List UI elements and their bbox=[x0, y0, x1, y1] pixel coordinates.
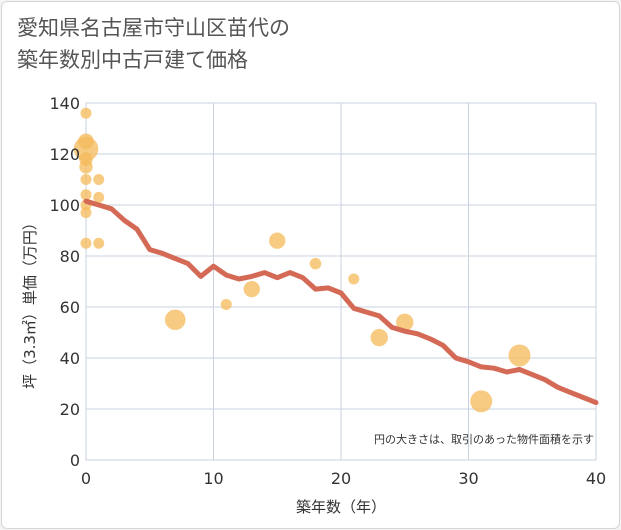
bubble-point bbox=[80, 189, 92, 201]
chart-title-line-1: 愛知県名古屋市守山区苗代の bbox=[17, 16, 290, 40]
bubble-series bbox=[73, 107, 531, 413]
x-tick-label: 10 bbox=[203, 469, 223, 488]
chart-title-line-2: 築年数別中古戸建て価格 bbox=[17, 48, 248, 72]
y-tick-label: 20 bbox=[60, 400, 80, 419]
y-tick-label: 100 bbox=[49, 196, 80, 215]
x-tick-label: 40 bbox=[586, 469, 606, 488]
y-tick-label: 40 bbox=[60, 349, 80, 368]
y-tick-label: 60 bbox=[60, 298, 80, 317]
chart-title: 愛知県名古屋市守山区苗代の 築年数別中古戸建て価格 bbox=[17, 12, 290, 76]
plot-area-border bbox=[85, 102, 597, 461]
trend-line bbox=[83, 198, 599, 406]
bubble-point bbox=[243, 280, 260, 298]
bubble-point bbox=[164, 309, 186, 331]
bubble-point bbox=[370, 328, 388, 347]
y-tick-label: 80 bbox=[60, 247, 80, 266]
grid-lines bbox=[85, 102, 597, 461]
bubble-point bbox=[220, 298, 232, 310]
bubble-point bbox=[78, 133, 94, 150]
bubble-point bbox=[80, 174, 92, 185]
bubble-point bbox=[508, 344, 531, 367]
x-tick-label: 20 bbox=[331, 469, 351, 488]
y-tick-label: 140 bbox=[49, 94, 80, 113]
bubble-point bbox=[93, 191, 105, 203]
bubble-size-note: 円の大きさは、取引のあった物件面積を示す bbox=[374, 432, 594, 446]
bubble-point bbox=[80, 237, 92, 249]
trend-series bbox=[83, 198, 599, 406]
x-tick-label: 0 bbox=[81, 469, 91, 488]
tick-labels: 0 20 40 60 80 100 120 140 0 10 20 30 40 bbox=[49, 94, 606, 488]
bubble-point bbox=[80, 107, 92, 119]
y-tick-label: 120 bbox=[49, 145, 80, 164]
bubble-point bbox=[396, 313, 414, 331]
bubble-point bbox=[93, 237, 105, 249]
x-axis-label: 築年数（年） bbox=[296, 498, 386, 516]
bubble-point bbox=[80, 207, 92, 219]
bubble-point bbox=[269, 232, 286, 249]
bubble-point bbox=[348, 273, 360, 285]
bubble-point bbox=[93, 174, 105, 185]
bubble-point bbox=[79, 160, 93, 174]
x-tick-label: 30 bbox=[458, 469, 478, 488]
y-tick-label: 0 bbox=[70, 451, 80, 470]
bubble-point bbox=[470, 390, 493, 413]
bubble-point bbox=[309, 257, 322, 270]
y-axis-label: 坪（3.3㎡）単価（万円） bbox=[21, 215, 39, 389]
